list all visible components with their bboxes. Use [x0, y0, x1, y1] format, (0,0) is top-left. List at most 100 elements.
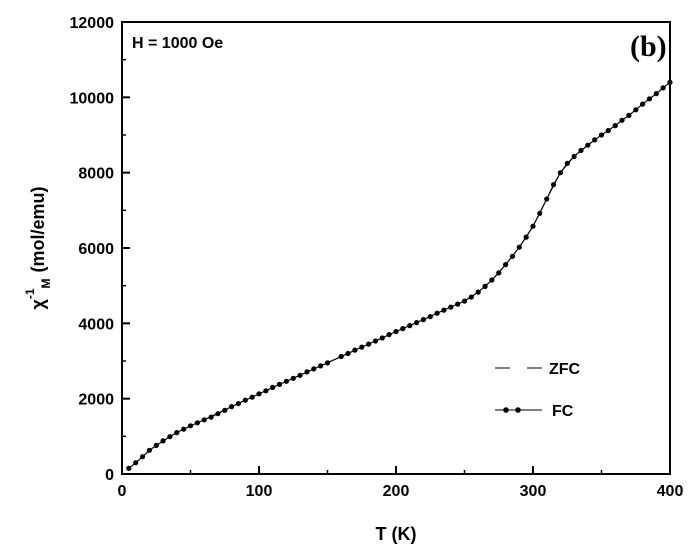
y-axis-label: χ-1M (mol/emu) [23, 186, 53, 309]
data-point-fc [249, 394, 255, 400]
data-point-fc [407, 323, 413, 329]
data-point-fc [564, 160, 570, 166]
data-point-fc [126, 465, 132, 471]
data-point-fc [345, 350, 351, 357]
data-point-fc [571, 153, 577, 160]
data-point-fc [653, 91, 659, 97]
legend-zfc-label: ZFC [549, 361, 581, 378]
data-point-fc [352, 347, 358, 353]
data-point-fc [619, 117, 625, 123]
data-point-fc [400, 326, 406, 332]
data-point-fc [324, 360, 331, 366]
x-tick-label: 0 [118, 483, 127, 500]
y-tick-label: 8000 [78, 166, 114, 183]
data-point-fc [427, 314, 433, 320]
svg-text:χ-1M(mol/emu): χ-1M (mol/emu) [23, 186, 53, 309]
data-point-fc [235, 401, 241, 407]
data-point-fc [276, 381, 283, 387]
legend-fc-marker [503, 407, 509, 413]
y-axis-ticks: 0 2000 4000 6000 8000 10000 12000 [70, 15, 130, 484]
data-point-fc [496, 270, 502, 276]
data-point-fc [146, 447, 152, 453]
x-axis-ticks: 0 100 200 300 400 [118, 466, 684, 500]
x-tick-label: 200 [383, 483, 410, 500]
data-point-fc [359, 344, 365, 350]
annotation-field: H = 1000 Oe [132, 35, 223, 52]
data-point-fc [318, 363, 324, 369]
data-point-fc [133, 460, 139, 466]
data-point-fc [242, 397, 248, 403]
data-point-fc [557, 170, 564, 176]
data-point-fc [475, 289, 481, 295]
data-point-fc [660, 85, 666, 91]
plot-frame [121, 21, 671, 475]
data-point-fc [270, 384, 276, 390]
y-label-superscript: -1 [23, 288, 37, 299]
data-point-fc [441, 307, 447, 313]
data-point-fc [420, 317, 426, 323]
data-point-fc [208, 414, 214, 420]
data-point-fc [338, 353, 344, 360]
y-tick-label: 2000 [78, 392, 114, 409]
data-point-fc [509, 253, 516, 259]
series-line-zfc [128, 81, 671, 469]
data-point-fc [646, 96, 653, 102]
legend: ZFC FC [495, 361, 581, 420]
data-point-fc [489, 277, 495, 283]
legend-entry-fc: FC [495, 403, 574, 420]
data-point-fc [174, 430, 180, 436]
data-point-fc [372, 338, 379, 344]
data-point-fc [283, 378, 289, 384]
x-tick-label: 300 [520, 483, 547, 500]
data-point-fc [585, 142, 591, 148]
series-line-fc [128, 81, 671, 469]
x-tick-label: 400 [657, 483, 684, 500]
data-point-fc [187, 423, 194, 429]
y-label-unit: (mol/emu) [28, 186, 48, 272]
panel-label: (b) [630, 30, 667, 63]
data-point-fc [414, 320, 420, 326]
data-point-fc [201, 417, 207, 423]
y-tick-label: 0 [105, 467, 114, 484]
data-point-fc [544, 196, 550, 202]
data-point-fc [516, 244, 522, 250]
data-point-fc [503, 262, 509, 268]
data-point-fc [455, 301, 461, 307]
y-tick-label: 6000 [78, 241, 114, 258]
data-point-fc [530, 223, 536, 229]
data-point-fc [386, 332, 392, 338]
data-point-fc [592, 137, 598, 143]
data-point-fc [153, 442, 159, 448]
y-label-symbol: χ [28, 299, 48, 310]
x-tick-label: 100 [246, 483, 273, 500]
legend-fc-label: FC [552, 403, 574, 420]
x-axis-label: T (K) [376, 524, 417, 544]
data-point-fc [140, 454, 146, 460]
data-point-fc [311, 366, 317, 372]
data-point-fc [640, 101, 646, 107]
y-tick-label: 12000 [70, 15, 115, 32]
data-point-fc [605, 127, 611, 134]
data-point-fc [626, 112, 632, 118]
data-point-fc [667, 79, 673, 85]
data-point-fc [482, 283, 488, 289]
data-point-fc [468, 294, 474, 300]
data-point-fc [290, 375, 296, 381]
legend-entry-zfc: ZFC [495, 361, 581, 378]
data-point-fc [366, 341, 372, 347]
data-point-fc [633, 107, 639, 113]
data-point-fc [167, 434, 173, 440]
data-point-fc [612, 123, 618, 129]
data-point-fc [434, 310, 440, 316]
data-point-fc [256, 391, 262, 397]
data-point-fc [393, 329, 399, 335]
data-point-fc [263, 388, 269, 394]
data-point-fc [297, 372, 303, 378]
data-point-fc [160, 438, 166, 444]
data-point-fc [598, 132, 605, 138]
data-point-fc [578, 147, 584, 153]
y-label-subscript: M [39, 278, 53, 288]
data-point-fc [181, 426, 187, 432]
data-point-fc [448, 304, 454, 310]
data-point-fc [537, 210, 543, 216]
